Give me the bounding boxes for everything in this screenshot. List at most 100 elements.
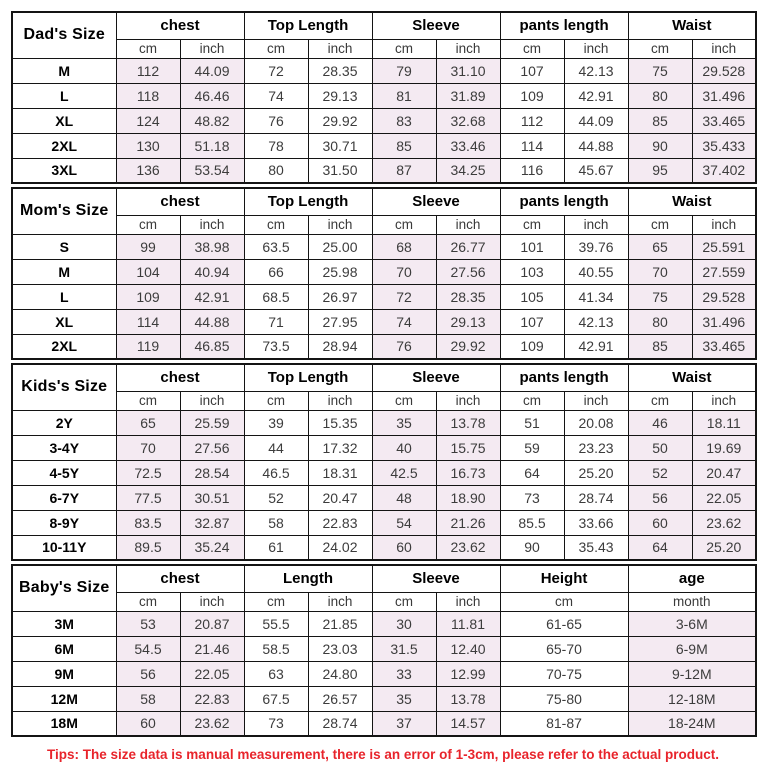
unit-header: cm <box>499 390 565 411</box>
row-size-label: 2XL <box>11 333 117 360</box>
cell-value: 40 <box>371 434 437 461</box>
cell-value: 54 <box>371 509 437 536</box>
column-group-header: chest <box>115 11 245 40</box>
table-row: 3M 53 20.87 55.5 21.85 30 11.81 61-65 3-6M <box>11 610 757 637</box>
cell-value: 46.85 <box>179 333 245 360</box>
cell-value: 33.465 <box>691 333 757 360</box>
cell-value: 60 <box>115 710 181 737</box>
unit-header: inch <box>435 214 501 235</box>
cell-value: 41.34 <box>563 283 629 310</box>
cell-value: 37.402 <box>691 157 757 184</box>
unit-header: cm <box>243 390 309 411</box>
table-row: 6M 54.5 21.46 58.5 23.03 31.5 12.40 65-70 6-9M <box>11 635 757 662</box>
cell-value: 42.13 <box>563 308 629 335</box>
cell-value: 23.62 <box>435 534 501 561</box>
cell-value: 83 <box>371 107 437 134</box>
cell-value: 31.10 <box>435 57 501 84</box>
cell-value: 35.433 <box>691 132 757 159</box>
column-group-header: age <box>627 564 757 593</box>
cell-value: 65-70 <box>499 635 629 662</box>
table-row: 2Y 65 25.59 39 15.35 35 13.78 51 20.08 46 18.11 <box>11 409 757 436</box>
unit-header: inch <box>179 214 245 235</box>
cell-value: 58.5 <box>243 635 309 662</box>
cell-value: 21.26 <box>435 509 501 536</box>
cell-value: 54.5 <box>115 635 181 662</box>
cell-value: 28.35 <box>307 57 373 84</box>
unit-header: month <box>627 591 757 612</box>
cell-value: 18-24M <box>627 710 757 737</box>
row-size-label: 3M <box>11 610 117 637</box>
table-row: 3-4Y 70 27.56 44 17.32 40 15.75 59 23.23 50 19.69 <box>11 434 757 461</box>
cell-value: 70 <box>371 258 437 285</box>
cell-value: 48 <box>371 484 437 511</box>
column-group-header: chest <box>115 187 245 216</box>
cell-value: 40.94 <box>179 258 245 285</box>
cell-value: 112 <box>499 107 565 134</box>
column-group-header: Length <box>243 564 373 593</box>
size-table-kids-size: Kids's Size chest Top Length Sleeve pants le… <box>11 363 758 561</box>
cell-value: 76 <box>243 107 309 134</box>
cell-value: 18.31 <box>307 459 373 486</box>
unit-header: inch <box>435 38 501 59</box>
cell-value: 32.87 <box>179 509 245 536</box>
cell-value: 56 <box>627 484 693 511</box>
cell-value: 20.47 <box>307 484 373 511</box>
row-size-label: 9M <box>11 660 117 687</box>
header-row-groups: Dad's Size chest Top Length Sleeve pants len… <box>11 11 757 59</box>
cell-value: 40.55 <box>563 258 629 285</box>
cell-value: 61 <box>243 534 309 561</box>
unit-header: inch <box>307 38 373 59</box>
header-row-units: cm inch cm inch cm inch cm month <box>12 591 757 612</box>
row-size-label: 2XL <box>11 132 117 159</box>
unit-header: inch <box>307 591 373 612</box>
column-group-header: Waist <box>627 363 757 392</box>
cell-value: 38.98 <box>179 233 245 260</box>
cell-value: 12.40 <box>435 635 501 662</box>
column-group-header: Sleeve <box>371 187 501 216</box>
cell-value: 89.5 <box>115 534 181 561</box>
cell-value: 112 <box>115 57 181 84</box>
cell-value: 33.46 <box>435 132 501 159</box>
column-group-header: Sleeve <box>371 564 501 593</box>
cell-value: 3-6M <box>627 610 757 637</box>
cell-value: 30.71 <box>307 132 373 159</box>
cell-value: 27.56 <box>435 258 501 285</box>
cell-value: 58 <box>243 509 309 536</box>
row-size-label: 18M <box>11 710 117 737</box>
cell-value: 90 <box>627 132 693 159</box>
cell-value: 34.25 <box>435 157 501 184</box>
unit-header: inch <box>691 390 757 411</box>
cell-value: 12-18M <box>627 685 757 712</box>
table-row: 12M 58 22.83 67.5 26.57 35 13.78 75-80 12-18M <box>11 685 757 712</box>
cell-value: 72 <box>243 57 309 84</box>
cell-value: 33 <box>371 660 437 687</box>
cell-value: 63 <box>243 660 309 687</box>
cell-value: 53 <box>115 610 181 637</box>
cell-value: 78 <box>243 132 309 159</box>
table-row: S 99 38.98 63.5 25.00 68 26.77 101 39.76 65 25.591 <box>11 233 757 260</box>
cell-value: 39.76 <box>563 233 629 260</box>
cell-value: 80 <box>627 308 693 335</box>
section-label: Mom's Size <box>11 187 117 235</box>
cell-value: 18.11 <box>691 409 757 436</box>
table-row: M 104 40.94 66 25.98 70 27.56 103 40.55 70 27.559 <box>11 258 757 285</box>
unit-header: cm <box>243 214 309 235</box>
cell-value: 15.35 <box>307 409 373 436</box>
cell-value: 44.09 <box>179 57 245 84</box>
unit-header: cm <box>371 38 437 59</box>
cell-value: 58 <box>115 685 181 712</box>
cell-value: 90 <box>499 534 565 561</box>
cell-value: 109 <box>115 283 181 310</box>
unit-header: cm <box>371 390 437 411</box>
row-size-label: L <box>11 82 117 109</box>
cell-value: 95 <box>627 157 693 184</box>
cell-value: 26.97 <box>307 283 373 310</box>
cell-value: 31.89 <box>435 82 501 109</box>
cell-value: 75-80 <box>499 685 629 712</box>
cell-value: 83.5 <box>115 509 181 536</box>
cell-value: 114 <box>115 308 181 335</box>
cell-value: 73 <box>499 484 565 511</box>
cell-value: 70-75 <box>499 660 629 687</box>
cell-value: 20.47 <box>691 459 757 486</box>
size-tables-container: Dad's Size chest Top Length Sleeve pants len… <box>11 11 758 737</box>
